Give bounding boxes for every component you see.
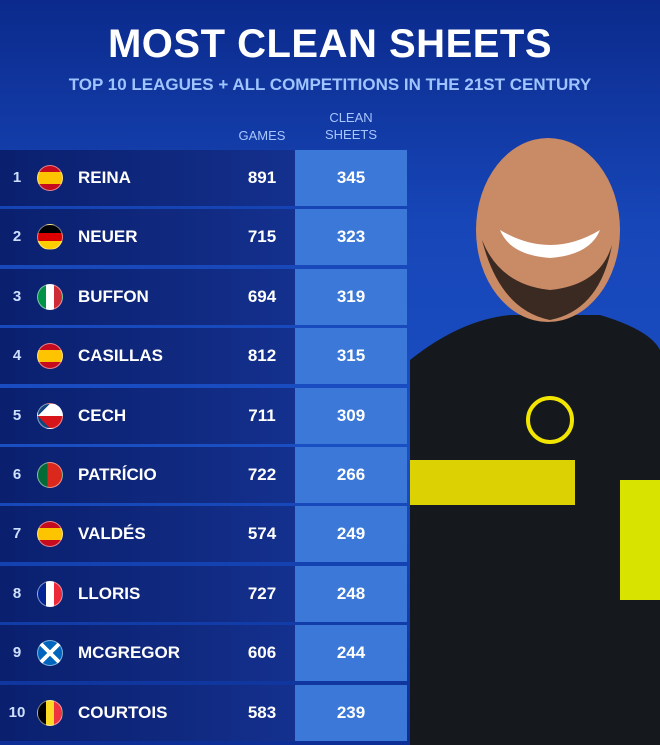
games-value: 891 — [247, 168, 277, 187]
games-value: 606 — [247, 643, 277, 663]
games-value: 694 — [247, 286, 277, 306]
player-name: MCGREGOR — [78, 643, 180, 663]
clean-sheets-value: 239 — [336, 702, 366, 722]
title: MOST CLEAN SHEETS — [107, 22, 553, 66]
games-value: 583 — [247, 702, 277, 722]
highlight-column — [295, 209, 407, 266]
clean-sheets-value: 309 — [336, 405, 366, 425]
rank: 8 — [12, 584, 22, 602]
subtitle: TOP 10 LEAGUES + ALL COMPETITIONS IN THE… — [68, 75, 592, 94]
games-value: 722 — [247, 465, 277, 484]
games-value: 574 — [247, 524, 277, 544]
clean-sheets-value: 323 — [336, 227, 366, 247]
table-row: 8 LLORIS 727 248 — [0, 565, 407, 622]
flag-icon — [37, 402, 63, 429]
rank: 1 — [12, 169, 22, 186]
flag-icon — [37, 580, 63, 607]
rank: 4 — [12, 347, 22, 365]
games-value: 727 — [247, 583, 277, 603]
table-row: 4 CASILLAS 812 315 — [0, 328, 407, 385]
flag-icon — [37, 462, 63, 488]
highlight-column — [295, 328, 407, 385]
table-row: 10 COURTOIS 583 239 — [0, 684, 407, 741]
clean-sheets-value: 319 — [336, 286, 366, 306]
table-row: 9 MCGREGOR 606 244 — [0, 625, 407, 682]
player-name: VALDÉS — [78, 524, 146, 544]
games-value: 812 — [247, 346, 277, 366]
highlight-column — [295, 625, 407, 682]
rank: 2 — [12, 228, 22, 246]
clean-sheets-value: 248 — [336, 583, 366, 603]
player-name: CASILLAS — [78, 346, 163, 366]
clean-sheets-value: 244 — [336, 643, 366, 663]
player-name: PATRÍCIO — [78, 465, 157, 484]
clean-sheets-value: 315 — [336, 346, 366, 366]
highlight-column — [295, 387, 407, 444]
player-name: BUFFON — [78, 286, 149, 306]
table-row: 3 BUFFON 694 319 — [0, 268, 407, 325]
highlight-column — [295, 150, 407, 206]
highlight-column — [295, 447, 407, 503]
highlight-column — [295, 268, 407, 325]
highlight-column — [295, 684, 407, 741]
flag-icon — [37, 521, 63, 548]
clean-sheets-value: 266 — [336, 465, 366, 484]
player-name: CECH — [78, 405, 127, 425]
player-name: REINA — [78, 168, 131, 187]
flag-icon — [37, 224, 63, 251]
highlight-column — [295, 565, 407, 622]
player-name: LLORIS — [78, 583, 141, 603]
clean-sheets-value: 249 — [336, 524, 366, 544]
highlight-column — [295, 506, 407, 563]
rank: 3 — [12, 287, 22, 305]
flag-icon — [37, 699, 63, 726]
clean-sheets-value: 345 — [336, 168, 366, 187]
table-row: 7 VALDÉS 574 249 — [0, 506, 407, 563]
flag-icon — [37, 640, 63, 667]
player-name: COURTOIS — [78, 702, 168, 722]
games-value: 715 — [247, 227, 277, 247]
player-photo — [410, 138, 660, 745]
rank: 10 — [8, 703, 26, 721]
player-name: NEUER — [78, 227, 138, 247]
table-row: 1 REINA 891 345 — [0, 150, 407, 206]
table-row: 6 PATRÍCIO 722 266 — [0, 447, 407, 503]
column-header: GAMES — [238, 128, 286, 143]
rank: 9 — [12, 644, 22, 662]
rank: 6 — [12, 466, 22, 483]
rank: 7 — [12, 525, 22, 543]
table-row: 2 NEUER 715 323 — [0, 209, 407, 266]
table-row: 5 CECH 711 309 — [0, 387, 407, 444]
flag-icon — [37, 343, 63, 370]
rank: 5 — [12, 406, 22, 424]
flag-icon — [37, 283, 63, 310]
games-value: 711 — [248, 405, 276, 425]
flag-icon — [37, 165, 63, 191]
column-header: CLEAN SHEETS — [324, 110, 377, 142]
